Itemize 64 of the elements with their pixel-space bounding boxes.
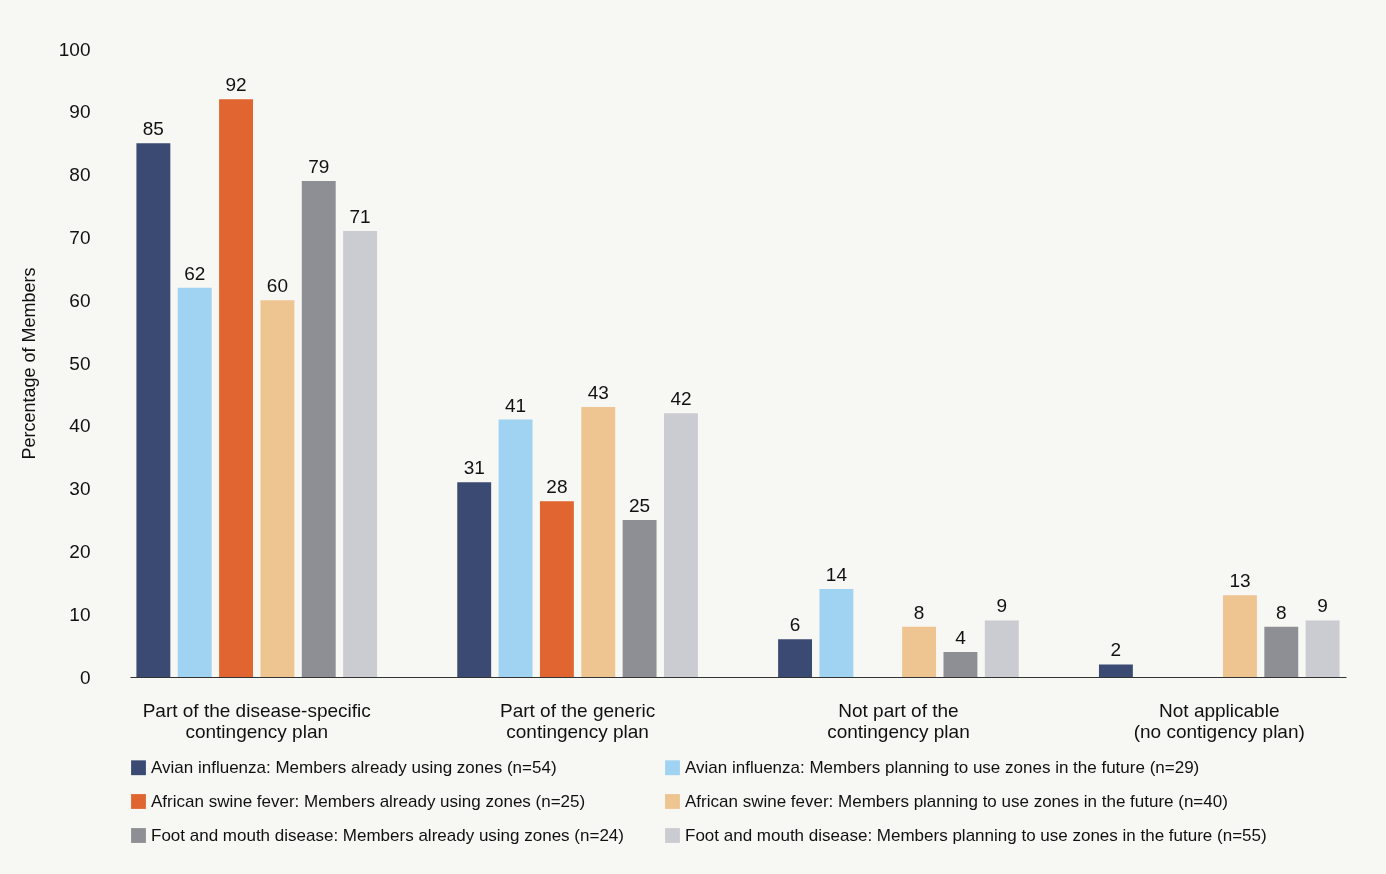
x-tick-label: Not applicable (no contigency plan) [1133,699,1305,742]
legend-label: Avian influenza: Members already using zones (n=54) [151,757,557,777]
data-label: 8 [1276,601,1287,623]
bar [260,300,295,677]
data-label: 13 [1229,570,1251,592]
bar [622,520,657,677]
y-tick-label: 90 [69,101,91,123]
bar [1305,620,1340,677]
bar [539,501,574,677]
bar [943,651,978,677]
data-label: 9 [1317,595,1328,617]
bar [902,626,937,677]
y-axis-title: Percentage of Members [18,267,39,460]
y-tick-label: 70 [69,226,91,248]
y-tick-label: 80 [69,164,91,186]
bar [581,406,616,677]
data-label: 60 [266,275,288,297]
y-tick-label: 30 [69,478,91,500]
data-label: 43 [587,381,609,403]
bar [457,482,492,677]
y-tick-label: 20 [69,540,91,562]
data-label: 28 [546,476,568,498]
bar [778,639,813,677]
bar [984,620,1019,677]
legend-label: African swine fever: Members planning to use zones in the future (n=40) [685,791,1228,811]
bar [136,143,171,677]
legend-label: African swine fever: Members already using zones (n=25) [151,791,586,811]
bar [663,413,698,677]
bar [498,419,533,677]
data-label: 42 [670,388,692,410]
data-label: 14 [825,564,848,586]
data-label: 25 [629,495,651,516]
y-tick-label: 40 [69,415,91,437]
bar [301,180,336,677]
legend-label: Avian influenza: Members planning to use zones in the future (n=29) [685,757,1200,777]
x-tick-label: Part of the disease-specific contingency plan [142,699,371,742]
bar [343,231,378,677]
data-label: 79 [308,155,330,177]
data-label: 2 [1110,639,1122,661]
data-label: 4 [955,626,967,648]
data-label: 9 [996,595,1008,617]
bar [219,99,254,677]
bar [1264,626,1299,677]
x-tick-label: Part of the generic contingency plan [499,699,656,742]
y-tick-label: 0 [79,666,91,688]
bar [819,589,854,677]
x-tick-label: Not part of the contingency plan [827,699,970,742]
bar [177,287,212,677]
y-tick-label: 60 [69,289,91,311]
y-tick-label: 100 [58,38,91,60]
data-label: 62 [184,262,206,284]
y-tick-label: 50 [69,352,91,374]
data-label: 92 [225,74,247,96]
legend-label: Foot and mouth disease: Members already using zones (n=24) [151,825,624,845]
data-label: 41 [504,394,527,416]
y-tick-label: 10 [69,603,91,625]
legend-label: Foot and mouth disease: Members planning to use zones in the future (n=55) [685,825,1267,845]
data-label: 85 [142,118,164,140]
data-label: 8 [913,601,925,623]
data-label: 6 [789,614,801,636]
data-label: 31 [463,457,485,479]
bar [1222,595,1257,677]
bar [1098,664,1133,677]
data-label: 71 [349,206,371,228]
